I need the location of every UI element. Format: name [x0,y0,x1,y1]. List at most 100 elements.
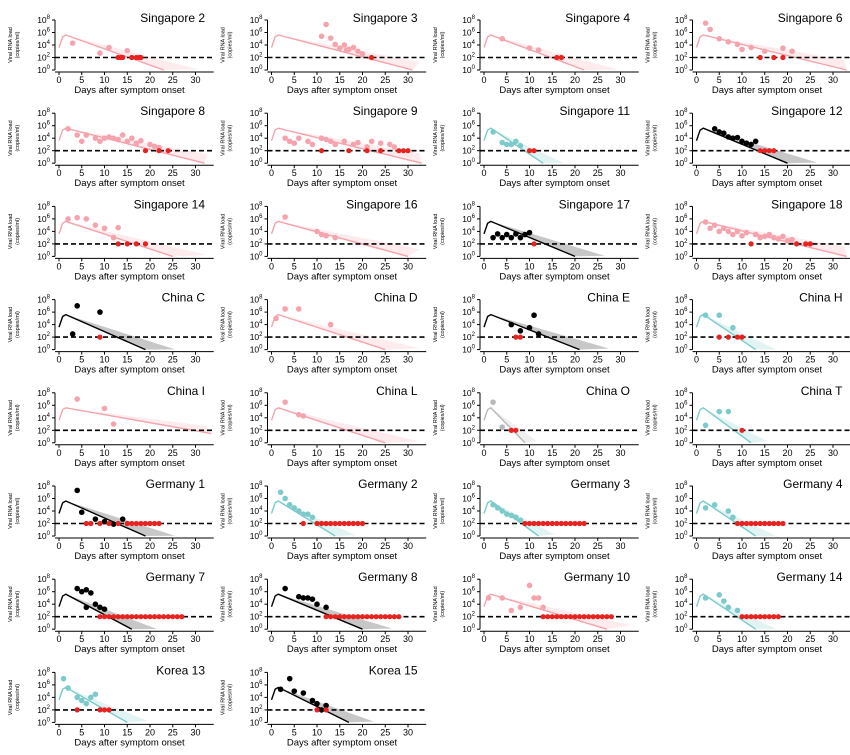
panel-title: Korea 13 [156,663,205,677]
y-tick-label: 108 [462,108,475,118]
y-axis-title: Viral RNA load [433,400,439,436]
censored-point [351,614,356,619]
y-tick-label: 100 [37,65,50,75]
x-tick-label: 30 [615,541,625,551]
censored-point [355,614,360,619]
x-tick-label: 15 [760,355,770,365]
data-point [323,605,329,611]
x-tick-label: 5 [292,634,297,644]
y-tick-exponent: 8 [684,481,688,487]
censored-point [116,521,121,526]
x-tick-label: 10 [99,261,109,271]
censored-point [749,614,754,619]
y-axis-unit: (copies/ml) [228,497,234,524]
y-tick-label: 104 [462,413,475,423]
censored-point [319,148,324,153]
x-tick-label: 0 [694,448,699,458]
x-axis-title: Days after symptom onset [74,458,185,469]
censored-point [314,521,319,526]
y-tick-exponent: 6 [259,214,263,220]
data-point [278,686,284,692]
x-tick-label: 0 [481,448,486,458]
x-tick-label: 30 [403,448,413,458]
x-tick-label: 25 [593,261,603,271]
y-tick-exponent: 2 [684,425,688,431]
data-point [102,406,108,412]
y-tick-label: 108 [37,201,50,211]
y-axis-unit: (copies/ml) [440,311,446,338]
y-axis-title: Viral RNA load [221,27,227,63]
x-tick-label: 5 [717,541,722,551]
y-tick-label: 108 [250,295,263,305]
y-tick-exponent: 0 [684,251,688,257]
x-axis-title: Days after symptom onset [712,271,823,282]
fitted-curve [697,128,788,163]
censored-point [97,707,102,712]
x-tick-label: 30 [828,168,838,178]
x-tick-label: 20 [357,75,367,85]
censored-point [554,55,559,60]
censored-point [780,55,785,60]
censored-point [767,148,772,153]
y-tick-label: 106 [37,28,50,38]
x-tick-label: 10 [99,168,109,178]
y-axis-unit: (copies/ml) [15,218,21,245]
data-point [282,496,288,502]
data-point [314,601,320,607]
censored-point [758,521,763,526]
y-tick-label: 108 [250,574,263,584]
data-point [102,606,108,612]
y-tick-label: 100 [675,531,688,541]
y-tick-label: 100 [675,624,688,634]
data-point [789,237,795,243]
y-tick-exponent: 4 [259,413,263,419]
data-point [84,132,90,138]
x-tick-label: 0 [56,355,61,365]
data-point [536,595,542,601]
x-tick-label: 20 [357,448,367,458]
censored-point [586,614,591,619]
y-tick-exponent: 0 [259,345,263,351]
panel-title: Singapore 9 [353,104,418,118]
data-point [513,514,519,520]
x-tick-label: 10 [99,75,109,85]
censored-point [143,521,148,526]
x-tick-label: 5 [504,168,509,178]
y-tick-exponent: 6 [684,28,688,34]
y-tick-label: 102 [250,146,263,156]
x-tick-label: 30 [403,634,413,644]
x-tick-label: 5 [504,355,509,365]
x-tick-label: 25 [805,355,815,365]
x-tick-label: 5 [292,75,297,85]
y-tick-label: 104 [37,320,50,330]
x-tick-label: 20 [782,448,792,458]
y-tick-exponent: 2 [47,705,51,711]
fitted-curve [59,594,132,629]
y-axis-title: Viral RNA load [433,214,439,250]
y-tick-label: 102 [37,519,50,529]
censored-point [138,55,143,60]
fitted-curve [272,687,349,722]
x-tick-label: 0 [694,541,699,551]
data-point [536,331,542,337]
panel-title: Singapore 2 [140,11,205,25]
x-axis-title: Days after symptom onset [499,271,610,282]
x-tick-label: 15 [547,168,557,178]
data-point [310,596,316,602]
data-point [342,42,348,48]
x-tick-label: 20 [782,261,792,271]
censored-point [97,521,102,526]
y-tick-label: 106 [462,121,475,131]
x-axis-title: Days after symptom onset [499,365,610,376]
y-tick-exponent: 2 [472,332,476,338]
censored-point [378,148,383,153]
y-tick-label: 102 [250,53,263,63]
fitted-curve [59,35,164,70]
x-tick-label: 30 [828,75,838,85]
x-tick-label: 25 [593,168,603,178]
y-tick-label: 100 [37,158,50,168]
data-point [735,608,741,614]
x-tick-label: 0 [481,75,486,85]
